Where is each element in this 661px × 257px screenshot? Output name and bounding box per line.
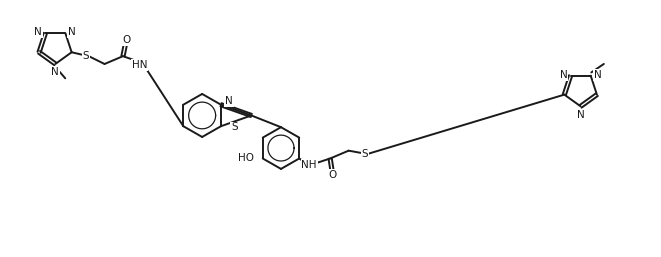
- Text: N: N: [594, 70, 602, 80]
- Text: N: N: [68, 27, 76, 37]
- Text: O: O: [329, 170, 337, 180]
- Text: N: N: [52, 67, 59, 77]
- Text: N: N: [225, 96, 233, 106]
- Text: N: N: [577, 109, 584, 120]
- Text: N: N: [559, 70, 567, 80]
- Text: S: S: [83, 51, 89, 60]
- Text: O: O: [123, 35, 131, 45]
- Text: S: S: [231, 122, 237, 132]
- Text: N: N: [34, 27, 42, 37]
- Text: HO: HO: [238, 153, 254, 163]
- Text: S: S: [362, 149, 368, 159]
- Text: HN: HN: [132, 60, 147, 70]
- Text: NH: NH: [301, 160, 317, 170]
